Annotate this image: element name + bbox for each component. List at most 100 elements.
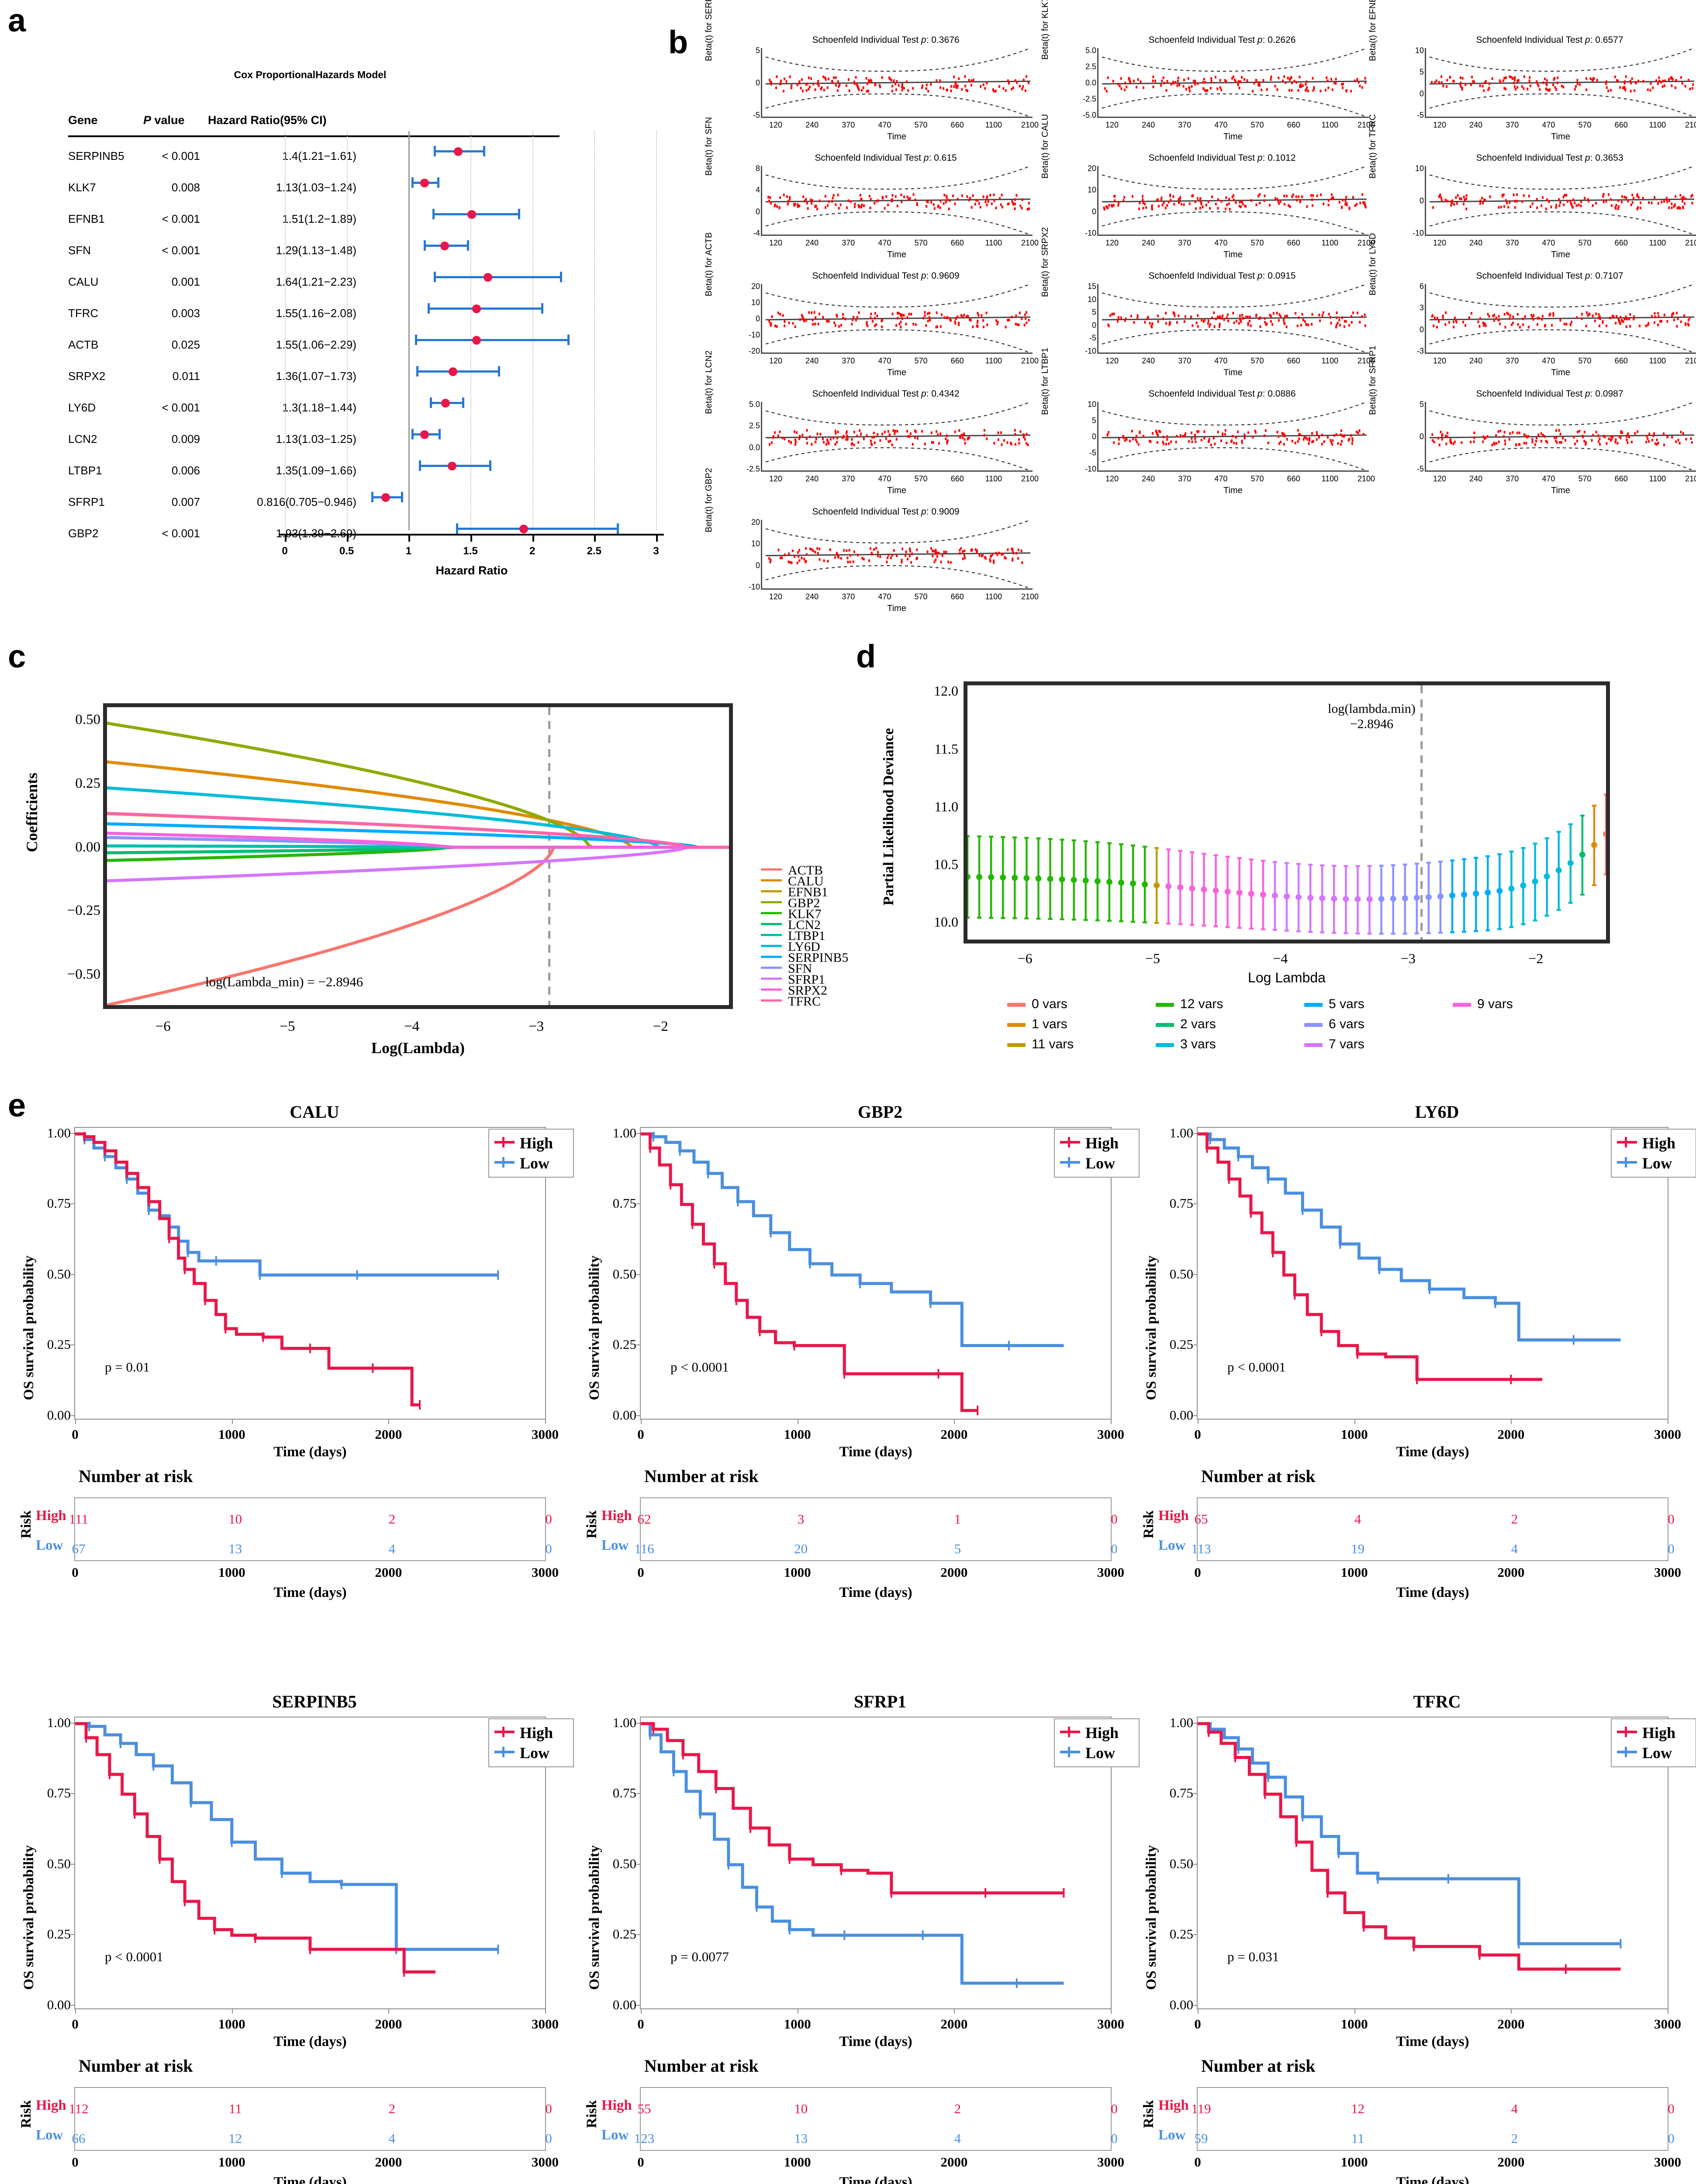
residual-point [967,314,969,318]
residual-point [922,317,925,320]
residual-point [1183,79,1185,82]
km-x-axis-label: Time (days) [839,2034,912,2049]
deviance-error-bar [1496,853,1503,930]
residual-point [1588,312,1590,315]
table-row: LY6D < 0.001 1.3(1.18−1.44) [68,394,662,425]
risk-x-tick-label: 2000 [940,2154,968,2170]
residual-point [1541,204,1543,207]
residual-point [1688,79,1689,82]
residual-point [1205,204,1207,207]
residual-point [1162,317,1164,320]
residual-point [1452,79,1454,83]
residual-point [1245,315,1247,318]
residual-point [1364,313,1366,316]
deviance-error-bar [1165,848,1172,925]
residual-point [1558,441,1561,444]
residual-point [1666,320,1668,323]
x-axis-tick-label: 570 [1250,356,1264,365]
residual-point [1617,79,1619,83]
residual-point [1681,82,1683,85]
residual-point [996,323,998,326]
x-axis-tick-label: 660 [950,238,964,247]
residual-point [811,548,813,551]
residual-point [940,86,942,89]
residual-point [846,206,848,209]
residual-point [1664,79,1666,82]
residual-point [809,547,811,550]
residual-point [1018,323,1020,326]
residual-point [884,207,886,210]
residual-point [1531,202,1534,205]
residual-point [873,548,875,551]
residual-point [859,429,861,432]
residual-point [1462,321,1464,324]
schoenfeld-residual-scatter [765,48,1031,117]
residual-point [940,200,942,203]
residual-point [955,317,957,320]
residual-point [1178,314,1180,317]
residual-point [955,83,957,86]
residual-point [1283,194,1285,197]
km-x-tick-label: 2000 [375,1427,402,1442]
residual-point [1330,441,1333,444]
legend-censor-tick-high [1625,1137,1627,1147]
residual-point [1142,201,1144,204]
km-y-tick-label: 0.00 [1169,1407,1193,1423]
schoenfeld-plot-area [1425,402,1696,472]
risk-table-box [74,1497,546,1561]
schoenfeld-plot-area [1097,166,1369,236]
legend-item-low: Low [1059,1743,1134,1763]
residual-point [1516,193,1518,196]
residual-point [997,438,999,441]
residual-point [1157,198,1159,201]
legend-censor-tick-low [1068,1157,1070,1168]
residual-point [1012,557,1014,560]
gene-name: LY6D [68,401,96,414]
residual-point [1445,435,1447,438]
residual-point [1534,443,1536,446]
residual-point [926,205,928,208]
residual-point [886,560,888,563]
residual-point [1351,321,1353,324]
y-axis-tick-label: -5.0 [1082,111,1096,120]
y-axis-tick-label: 0 [1092,321,1096,330]
confidence-interval-cap [439,429,441,439]
residual-point [1212,437,1215,440]
residual-point [1449,76,1451,79]
residual-point [794,438,796,441]
residual-point [816,207,819,211]
residual-point [947,560,950,563]
residual-point [887,430,889,433]
residual-point [770,559,772,561]
residual-point [839,83,841,86]
residual-point [1484,322,1486,325]
coefficient-path-tfrc [107,812,729,849]
residual-point [1344,203,1347,206]
legend-item: 0 vars [1007,996,1156,1016]
legend-item: 9 vars [1453,996,1601,1016]
residual-point [871,436,874,439]
y-axis-tick-label: 2.5 [1085,62,1096,71]
residual-point [1498,315,1500,318]
residual-point [1216,87,1219,90]
schoenfeld-residual-scatter [1429,166,1695,235]
residual-point [990,555,992,558]
residual-point [1561,85,1563,87]
residual-point [1211,195,1213,198]
risk-table-box [1197,1497,1668,1561]
residual-point [1592,204,1594,207]
residual-point [1020,549,1022,553]
residual-point [1615,207,1617,210]
km-y-tick-label: 0.50 [612,1856,636,1871]
deviance-error-bar [1544,837,1550,917]
residual-point [1027,443,1029,446]
residual-point [985,311,988,314]
schoenfeld-title: Schoenfeld Individual Test p: 0.7107 [1476,271,1623,281]
residual-point [1450,438,1451,441]
residual-point [1536,80,1538,83]
deviance-error-bar [1177,850,1184,926]
residual-point [1261,88,1263,91]
residual-point [1224,79,1226,82]
